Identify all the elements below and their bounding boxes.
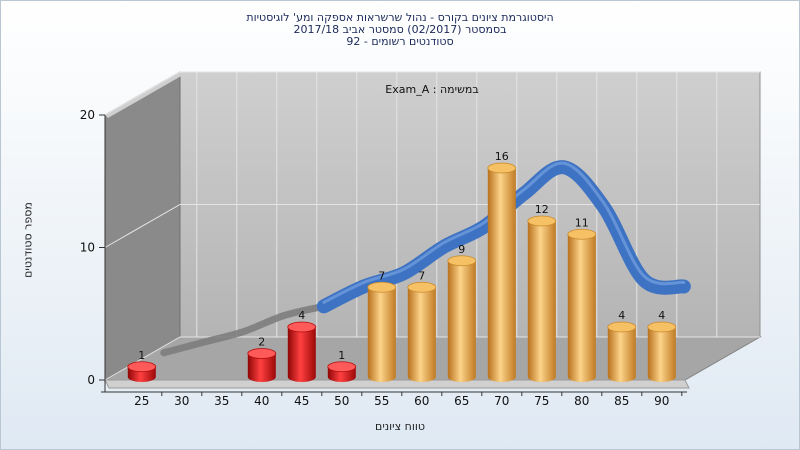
bar-body xyxy=(527,221,556,382)
bar-value-label: 4 xyxy=(298,309,305,322)
grid-line-horizontal xyxy=(104,71,760,116)
bar-body xyxy=(567,234,596,382)
bar xyxy=(287,321,317,382)
x-tick-label: 50 xyxy=(334,394,349,408)
x-tick-label: 40 xyxy=(254,394,269,408)
x-tick-label: 80 xyxy=(574,394,589,408)
bar-body xyxy=(487,168,516,382)
bar-value-label: 1 xyxy=(138,349,145,362)
x-tick-label: 90 xyxy=(654,394,669,408)
x-tick-label: 60 xyxy=(414,394,429,408)
y-tick-label: 0 xyxy=(87,373,95,387)
bar xyxy=(447,255,477,382)
bar-value-label: 2 xyxy=(258,336,265,349)
x-tick-label: 25 xyxy=(134,394,149,408)
wall-top-edge xyxy=(105,72,183,118)
x-tick-label: 85 xyxy=(614,394,629,408)
bar-value-label: 11 xyxy=(575,216,589,229)
bar-top xyxy=(607,321,637,333)
bar-value-label: 12 xyxy=(535,203,549,216)
bar xyxy=(247,348,277,382)
x-tick-label: 55 xyxy=(374,394,389,408)
bar xyxy=(527,215,557,382)
bar-top xyxy=(647,321,677,333)
chart-subtitle-semester: בסמסטר (02/2017) סמסטר אביב 2017/18 xyxy=(293,23,507,36)
curve-segment-fail xyxy=(160,302,328,357)
bar xyxy=(127,361,157,382)
bar-top xyxy=(327,361,357,373)
bar-body xyxy=(247,353,276,382)
bar xyxy=(567,228,597,382)
x-tick-label: 45 xyxy=(294,394,309,408)
bar-top xyxy=(247,348,277,359)
x-tick-label: 65 xyxy=(454,394,469,408)
bar-value-label: 16 xyxy=(495,150,509,163)
chart-title: היסטוגרמת ציונים בקורס - נהול שרשראות אס… xyxy=(246,11,554,24)
bar xyxy=(407,281,437,382)
bar-top xyxy=(287,321,317,333)
bar-body xyxy=(447,260,476,382)
bar-top xyxy=(487,162,517,174)
bar-body xyxy=(607,327,636,382)
x-axis-label: טווח ציונים xyxy=(375,420,425,433)
bar-top xyxy=(407,281,437,293)
bar-value-label: 9 xyxy=(458,243,465,256)
bar xyxy=(487,162,517,382)
x-tick-label: 75 xyxy=(534,394,549,408)
x-tick-label: 70 xyxy=(494,394,509,408)
bar xyxy=(607,321,637,382)
y-tick-label: 10 xyxy=(80,241,95,255)
x-tick-label: 35 xyxy=(214,394,229,408)
bar-body xyxy=(647,327,676,382)
bar-top xyxy=(447,255,477,267)
y-tick-label: 20 xyxy=(80,108,95,122)
floor-edge xyxy=(104,379,690,389)
bar-top xyxy=(527,215,557,227)
bar-value-label: 7 xyxy=(418,269,425,282)
bar-top xyxy=(127,361,157,373)
bar-body xyxy=(287,327,316,382)
bar xyxy=(327,361,357,382)
bar-top xyxy=(567,228,597,240)
x-tick-label: 30 xyxy=(174,394,189,408)
chart-subtitle-students: סטודנטים רשומים - 92 xyxy=(346,35,454,48)
bar-top xyxy=(367,281,397,293)
bar-value-label: 1 xyxy=(338,349,345,362)
grid-line-horizontal xyxy=(104,204,760,248)
bar-value-label: 4 xyxy=(618,309,625,322)
bar-body xyxy=(367,287,396,382)
exam-annotation: במשימה : Exam_A xyxy=(385,83,478,96)
bar xyxy=(367,281,397,382)
bar-body xyxy=(407,287,436,382)
bar-value-label: 4 xyxy=(658,309,665,322)
bar-value-label: 7 xyxy=(378,269,385,282)
bar xyxy=(647,321,677,382)
